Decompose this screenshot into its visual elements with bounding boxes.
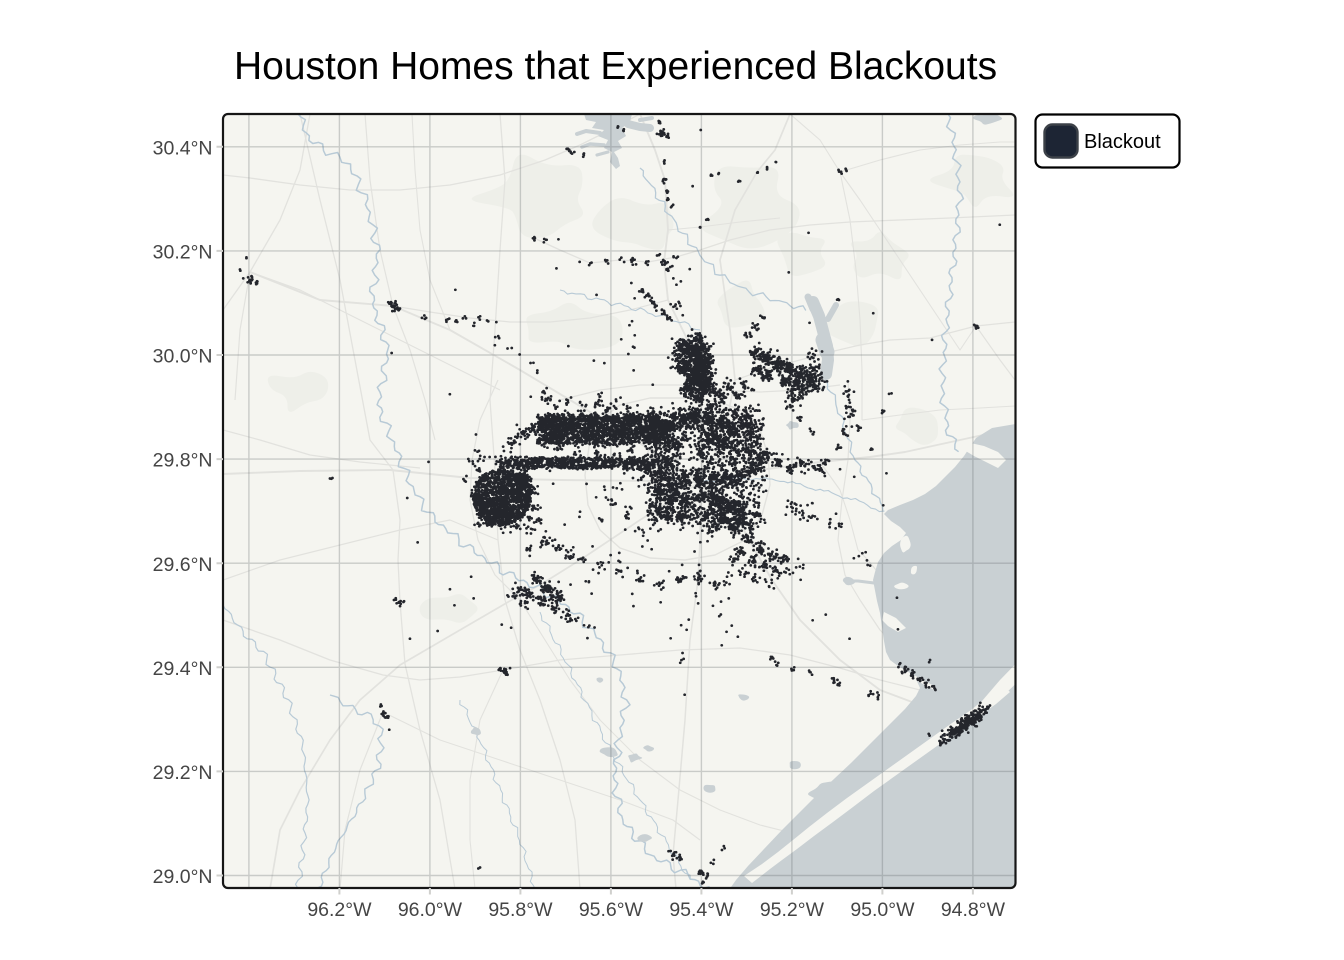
svg-text:29.8°N: 29.8°N bbox=[153, 450, 213, 472]
svg-text:30.2°N: 30.2°N bbox=[153, 242, 213, 264]
svg-text:96.2°W: 96.2°W bbox=[307, 899, 372, 921]
svg-text:29.6°N: 29.6°N bbox=[153, 554, 213, 576]
svg-text:30.4°N: 30.4°N bbox=[153, 137, 213, 159]
svg-text:Blackout: Blackout bbox=[1084, 131, 1161, 153]
svg-text:29.2°N: 29.2°N bbox=[153, 762, 213, 784]
svg-text:30.0°N: 30.0°N bbox=[153, 346, 213, 368]
svg-text:94.8°W: 94.8°W bbox=[941, 899, 1006, 921]
svg-text:95.8°W: 95.8°W bbox=[488, 899, 553, 921]
svg-text:96.0°W: 96.0°W bbox=[398, 899, 463, 921]
svg-text:29.0°N: 29.0°N bbox=[153, 866, 213, 888]
svg-text:95.4°W: 95.4°W bbox=[669, 899, 734, 921]
svg-text:95.0°W: 95.0°W bbox=[850, 899, 915, 921]
svg-text:29.4°N: 29.4°N bbox=[153, 658, 213, 680]
svg-text:Houston Homes that Experienced: Houston Homes that Experienced Blackouts bbox=[234, 45, 997, 88]
svg-text:95.2°W: 95.2°W bbox=[760, 899, 825, 921]
svg-text:95.6°W: 95.6°W bbox=[579, 899, 644, 921]
